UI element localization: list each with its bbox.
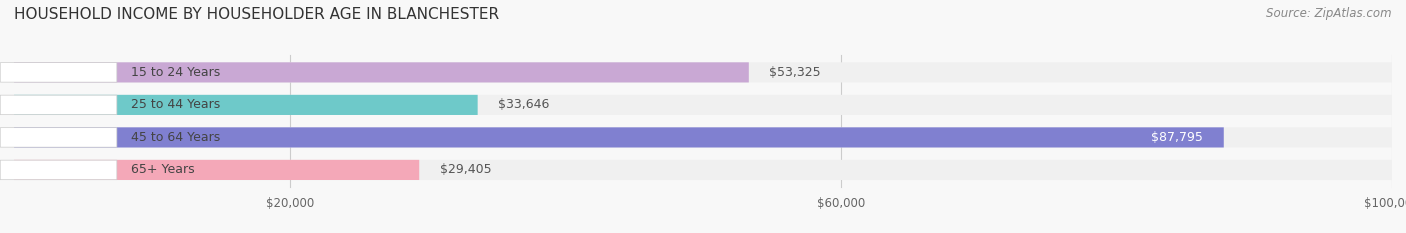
Text: HOUSEHOLD INCOME BY HOUSEHOLDER AGE IN BLANCHESTER: HOUSEHOLD INCOME BY HOUSEHOLDER AGE IN B… <box>14 7 499 22</box>
FancyBboxPatch shape <box>14 62 1392 82</box>
Text: $53,325: $53,325 <box>769 66 821 79</box>
Text: 65+ Years: 65+ Years <box>131 163 195 176</box>
FancyBboxPatch shape <box>14 127 1223 147</box>
FancyBboxPatch shape <box>14 127 1392 147</box>
FancyBboxPatch shape <box>14 95 1392 115</box>
Text: 45 to 64 Years: 45 to 64 Years <box>131 131 221 144</box>
Text: 15 to 24 Years: 15 to 24 Years <box>131 66 221 79</box>
FancyBboxPatch shape <box>0 128 117 147</box>
FancyBboxPatch shape <box>14 160 1392 180</box>
FancyBboxPatch shape <box>0 63 117 82</box>
Text: $87,795: $87,795 <box>1152 131 1204 144</box>
FancyBboxPatch shape <box>14 160 419 180</box>
FancyBboxPatch shape <box>0 95 117 115</box>
Text: 25 to 44 Years: 25 to 44 Years <box>131 98 221 111</box>
FancyBboxPatch shape <box>0 160 117 180</box>
Text: $33,646: $33,646 <box>498 98 550 111</box>
Text: Source: ZipAtlas.com: Source: ZipAtlas.com <box>1267 7 1392 20</box>
FancyBboxPatch shape <box>14 95 478 115</box>
FancyBboxPatch shape <box>14 62 749 82</box>
Text: $29,405: $29,405 <box>440 163 492 176</box>
